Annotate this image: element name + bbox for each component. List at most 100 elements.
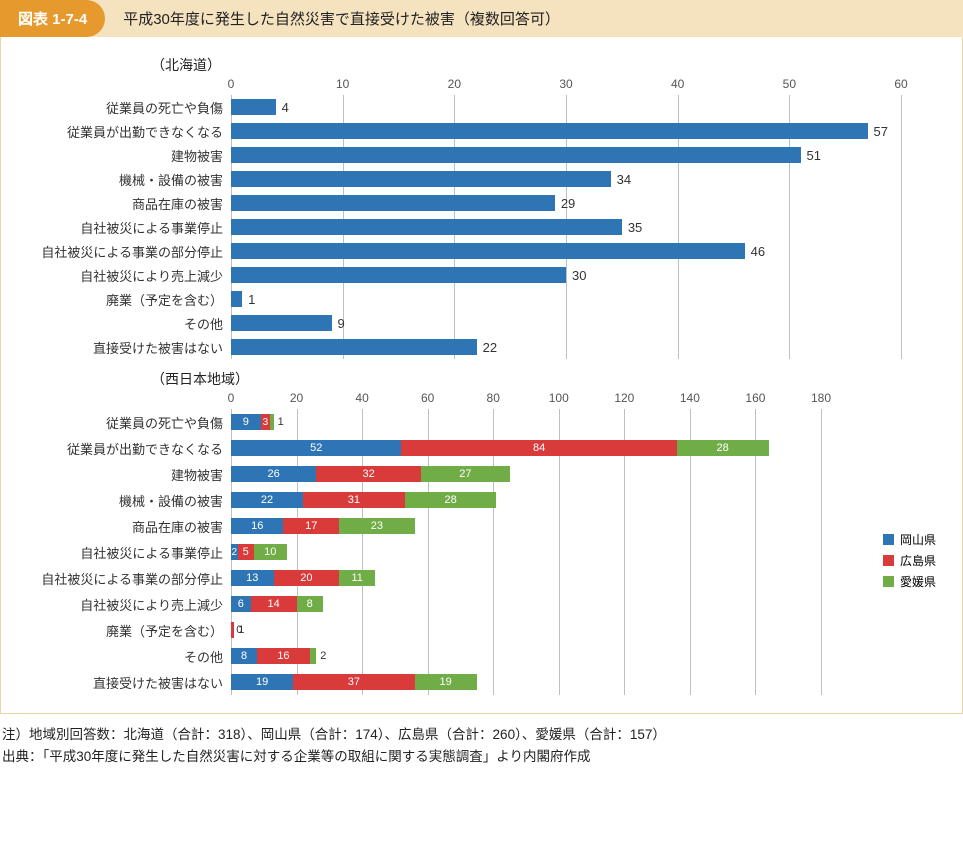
- segment-value: 19: [256, 676, 268, 688]
- segment-value: 8: [307, 598, 313, 610]
- bar-value: 9: [338, 316, 345, 331]
- row-label: 自社被災により売上減少: [11, 266, 231, 285]
- chart2-row: 自社被災により売上減少 6 14 8: [11, 591, 932, 617]
- segment-value: 52: [310, 442, 322, 454]
- chart1-row: 自社被災による事業停止35: [11, 215, 932, 239]
- segment-value: 27: [459, 468, 471, 480]
- bar-segment: 26: [231, 466, 316, 482]
- footnote-line2: 出典：「平成30年度に発生した自然災害に対する企業等の取組に関する実態調査」より…: [2, 746, 961, 768]
- bar-segment: 2: [310, 648, 317, 664]
- bar-segment: 22: [231, 492, 303, 508]
- axis-tick: 60: [894, 77, 907, 91]
- bar-track: 46: [231, 239, 901, 263]
- chart1-subtitle: （北海道）: [151, 55, 932, 75]
- segment-value: 3: [263, 417, 269, 428]
- bar-segment: 13: [231, 570, 274, 586]
- bar-track: 19 37 19: [231, 669, 821, 695]
- chart2-subtitle: （西日本地域）: [151, 369, 932, 389]
- axis-tick: 30: [559, 77, 572, 91]
- segment-value: 11: [351, 572, 362, 584]
- bar-value: 29: [561, 196, 575, 211]
- bar-segment: 5: [238, 544, 254, 560]
- bar-segment: 1: [231, 622, 234, 638]
- bar-value: 30: [572, 268, 586, 283]
- segment-value: 5: [243, 546, 249, 558]
- bar: [231, 339, 477, 355]
- chart2-row: 廃業（予定を含む）10: [11, 617, 932, 643]
- bar: [231, 123, 868, 139]
- segment-value: 16: [251, 520, 263, 532]
- bar-value: 22: [483, 340, 497, 355]
- row-label: その他: [11, 647, 231, 666]
- chart2-row: 自社被災による事業の部分停止132011: [11, 565, 932, 591]
- segment-value: 17: [305, 520, 317, 532]
- bar: [231, 99, 276, 115]
- segment-value: 37: [348, 676, 360, 688]
- bar-value: 34: [617, 172, 631, 187]
- segment-value: 84: [533, 442, 545, 454]
- bar-track: 2632 27: [231, 461, 821, 487]
- title-bar: 図表 1-7-4 平成30年度に発生した自然災害で直接受けた被害（複数回答可）: [0, 0, 963, 37]
- segment-value: 19: [440, 676, 452, 688]
- axis-tick: 100: [549, 391, 569, 405]
- bar-track: 35: [231, 215, 901, 239]
- axis-tick: 40: [355, 391, 368, 405]
- segment-value: 14: [267, 598, 279, 610]
- bar-track: 223128: [231, 487, 821, 513]
- row-label: 商品在庫の被害: [11, 517, 231, 536]
- bar: [231, 195, 555, 211]
- chart2-row: その他8162: [11, 643, 932, 669]
- row-label: その他: [11, 314, 231, 333]
- bar-track: 30: [231, 263, 901, 287]
- bar-value: 1: [248, 292, 255, 307]
- axis-tick: 120: [614, 391, 634, 405]
- axis-tick: 60: [421, 391, 434, 405]
- segment-value: 13: [246, 572, 258, 584]
- axis-tick: 140: [680, 391, 700, 405]
- bar-segment: 20: [274, 570, 340, 586]
- row-label: 廃業（予定を含む）: [11, 290, 231, 309]
- row-label: 直接受けた被害はない: [11, 673, 231, 692]
- bar-segment: 27: [421, 466, 510, 482]
- bar-segment: 8: [297, 596, 323, 612]
- segment-value: 8: [241, 650, 247, 662]
- segment-value: 2: [231, 547, 237, 558]
- chart2-row: 従業員が出勤できなくなる528428: [11, 435, 932, 461]
- chart1-row: 機械・設備の被害34: [11, 167, 932, 191]
- bar-value: 35: [628, 220, 642, 235]
- bar-value: 57: [874, 124, 888, 139]
- bar-track: 10: [231, 617, 821, 643]
- chart1-plot: 従業員の死亡や負傷4 従業員が出勤できなくなる 57 建物被害 51 機械・設備の被害34…: [11, 95, 932, 359]
- bar: [231, 147, 801, 163]
- bar-track: 22: [231, 335, 901, 359]
- bar-value: 51: [807, 148, 821, 163]
- row-label: 建物被害: [11, 146, 231, 165]
- bar-segment: 14: [251, 596, 297, 612]
- bar-track: 8162: [231, 643, 821, 669]
- segment-value: 2: [320, 650, 326, 662]
- row-label: 直接受けた被害はない: [11, 338, 231, 357]
- chart1-axis: 0102030405060: [231, 77, 901, 95]
- chart1-row: 商品在庫の被害29: [11, 191, 932, 215]
- bar-segment: 37: [293, 674, 414, 690]
- bar-segment: 9: [231, 414, 261, 430]
- bar-segment: 32: [316, 466, 421, 482]
- row-label: 従業員が出勤できなくなる: [11, 122, 231, 141]
- bar-segment: 8: [231, 648, 257, 664]
- row-label: 自社被災により売上減少: [11, 595, 231, 614]
- bar-segment: 28: [405, 492, 497, 508]
- bar: [231, 291, 242, 307]
- bar-segment: 6: [231, 596, 251, 612]
- row-label: 自社被災による事業の部分停止: [11, 242, 231, 261]
- bar-track: 2510: [231, 539, 821, 565]
- axis-tick: 0: [228, 391, 235, 405]
- chart1-row: 従業員が出勤できなくなる 57: [11, 119, 932, 143]
- chart2-row: 自社被災による事業停止2510: [11, 539, 932, 565]
- bar-track: 34: [231, 167, 901, 191]
- bar-segment: 31: [303, 492, 405, 508]
- bar: [231, 171, 611, 187]
- segment-value: 6: [238, 598, 244, 610]
- axis-tick: 20: [290, 391, 303, 405]
- chart1-row: 従業員の死亡や負傷4: [11, 95, 932, 119]
- row-label: 建物被害: [11, 465, 231, 484]
